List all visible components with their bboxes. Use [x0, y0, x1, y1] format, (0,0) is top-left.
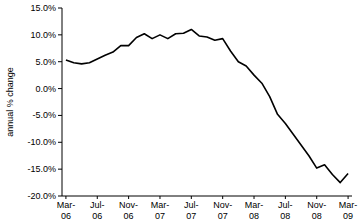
x-tick-label: Jul-08: [278, 200, 293, 221]
y-tick-label: -10.0%: [27, 137, 56, 147]
x-tick-label-part: 06: [124, 211, 134, 221]
y-tick: [58, 88, 62, 89]
y-tick-label: 15.0%: [30, 3, 56, 13]
x-tick-label: Nov-07: [213, 200, 232, 221]
x-tick-label: Jul-06: [90, 200, 105, 221]
y-tick-label: 5.0%: [35, 57, 56, 67]
x-tick-label-part: 06: [92, 211, 102, 221]
x-tick: [128, 196, 129, 199]
x-tick-label: Mar-06: [57, 200, 76, 221]
y-tick: [58, 169, 62, 170]
x-tick: [159, 196, 160, 199]
y-axis-label: annual % change: [5, 67, 15, 137]
plot-area: [66, 29, 348, 182]
x-tick-label-part: Jul-: [90, 200, 105, 210]
x-tick-label-part: Jul-: [184, 200, 199, 210]
y-axis: [62, 8, 63, 196]
x-tick-label-part: Mar-: [339, 200, 358, 210]
x-tick: [191, 196, 192, 199]
x-tick: [97, 196, 98, 199]
x-tick-label-part: 06: [61, 211, 71, 221]
x-tick-label-part: Mar-: [57, 200, 76, 210]
x-tick-label-part: 07: [155, 211, 165, 221]
x-tick-label-part: 07: [186, 211, 196, 221]
x-tick-label: Mar-09: [339, 200, 358, 221]
y-tick: [58, 115, 62, 116]
x-tick-label-part: 08: [280, 211, 290, 221]
y-tick: [58, 196, 62, 197]
y-tick: [58, 8, 62, 9]
series-line: [66, 29, 348, 182]
y-tick-label: 0.0%: [35, 84, 56, 94]
x-tick: [316, 196, 317, 199]
x-tick-label-part: Mar-: [245, 200, 264, 210]
x-tick-label-part: 08: [249, 211, 259, 221]
x-tick-label: Nov-08: [307, 200, 326, 221]
y-tick-label: -5.0%: [32, 110, 56, 120]
x-tick-label: Jul-07: [184, 200, 199, 221]
x-tick-label: Mar-07: [151, 200, 170, 221]
x-tick-label: Nov-06: [119, 200, 138, 221]
y-tick-label: -20.0%: [27, 191, 56, 201]
x-tick-label-part: Nov-: [119, 200, 138, 210]
x-tick: [65, 196, 66, 199]
x-tick: [348, 196, 349, 199]
x-axis: [62, 196, 352, 197]
x-tick-label-part: 09: [343, 211, 353, 221]
y-tick: [58, 61, 62, 62]
x-tick: [222, 196, 223, 199]
y-tick: [58, 142, 62, 143]
chart: -20.0% -15.0% -10.0% -5.0% 0.0% 5.0% 10.0% 15.0…: [0, 0, 362, 223]
x-tick-label-part: Nov-: [307, 200, 326, 210]
x-tick-label-part: Mar-: [151, 200, 170, 210]
x-tick-label-part: Nov-: [213, 200, 232, 210]
x-tick: [285, 196, 286, 199]
x-tick: [254, 196, 255, 199]
x-tick-label: Mar-08: [245, 200, 264, 221]
y-tick: [58, 34, 62, 35]
x-tick-label-part: 07: [218, 211, 228, 221]
x-tick-label-part: Jul-: [278, 200, 293, 210]
y-tick-label: -15.0%: [27, 164, 56, 174]
x-tick-label-part: 08: [312, 211, 322, 221]
y-tick-label: 10.0%: [30, 30, 56, 40]
